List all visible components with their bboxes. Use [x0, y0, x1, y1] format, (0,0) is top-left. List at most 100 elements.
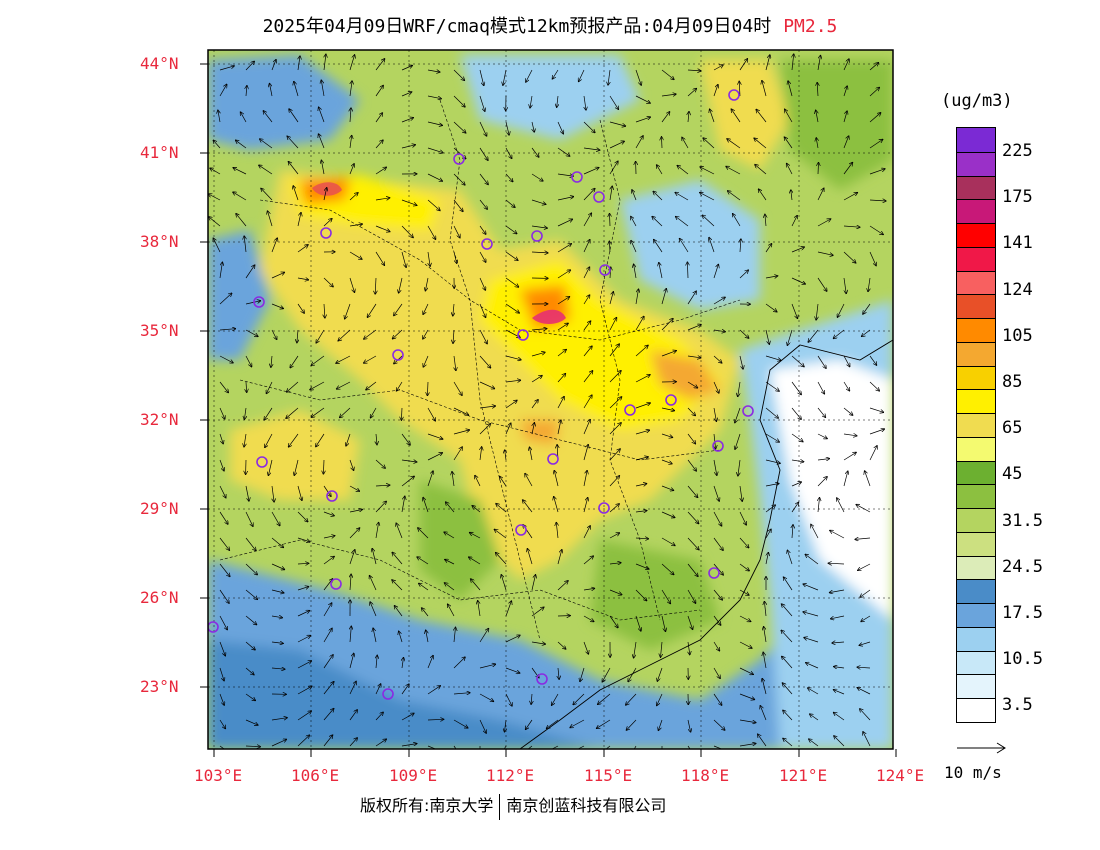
wind-vector — [632, 190, 637, 201]
wind-vector — [525, 474, 533, 487]
wind-vector — [687, 563, 698, 576]
wind-vector — [843, 86, 847, 97]
wind-vector — [843, 434, 857, 436]
colorbar-divider — [957, 175, 995, 177]
colorbar-divider — [957, 246, 995, 248]
wind-vector — [373, 628, 377, 643]
wind-vector — [350, 136, 352, 149]
wind-vector — [735, 407, 741, 423]
wind-vector — [808, 688, 819, 695]
wind-vector — [739, 744, 756, 747]
wind-vector — [573, 693, 585, 705]
wind-vector — [375, 225, 390, 232]
wind-vector — [765, 505, 775, 513]
wind-vector — [213, 140, 221, 149]
wind-vector — [766, 553, 768, 565]
wind-vector — [843, 193, 857, 201]
colorbar-divider — [957, 698, 995, 700]
wind-vector — [479, 277, 485, 290]
wind-vector — [446, 502, 455, 513]
wind-vector — [739, 563, 749, 571]
wind-vector — [346, 433, 351, 446]
wind-vector — [297, 245, 308, 253]
colorbar-segment — [957, 270, 995, 295]
wind-vector — [316, 433, 325, 447]
wind-vector — [244, 236, 246, 253]
wind-vector — [445, 583, 455, 591]
wind-vector — [271, 718, 287, 721]
monitoring-stations — [208, 89, 754, 700]
wind-vector — [583, 526, 590, 539]
wind-vector — [710, 109, 715, 123]
wind-vector — [371, 407, 377, 418]
wind-vector — [233, 168, 247, 175]
wind-vector — [583, 556, 593, 565]
wind-vector — [337, 381, 351, 389]
wind-vector — [288, 162, 299, 175]
wind-vectors — [208, 54, 886, 749]
wind-vector — [480, 447, 482, 461]
wind-vector — [869, 407, 884, 412]
colorbar-label: 3.5 — [1002, 695, 1033, 716]
wind-vector — [817, 433, 827, 439]
wind-vector — [375, 140, 383, 149]
wind-vector — [760, 706, 767, 721]
wind-vector — [635, 563, 649, 569]
wind-vector — [687, 537, 699, 550]
wind-vector — [755, 165, 767, 175]
wind-vector — [531, 400, 538, 409]
wind-vector — [479, 251, 486, 262]
wind-vector — [609, 292, 613, 305]
wind-vector — [454, 627, 456, 643]
wind-vector — [349, 681, 356, 695]
wind-vector — [453, 121, 466, 133]
wind-vector — [863, 732, 871, 747]
station-marker — [599, 264, 611, 276]
station-marker — [593, 191, 605, 203]
wind-vector — [213, 238, 221, 253]
wind-vector — [271, 616, 282, 618]
wind-vector — [350, 81, 352, 97]
wind-vector — [713, 693, 722, 705]
wind-vector — [762, 679, 767, 695]
wind-vector — [765, 529, 771, 539]
wind-vector — [764, 602, 766, 617]
wind-vector — [423, 355, 429, 367]
wind-vector — [557, 270, 570, 279]
wind-vector — [739, 719, 756, 723]
wind-vector — [609, 449, 620, 461]
wind-vector — [865, 471, 871, 487]
wind-vector — [319, 107, 325, 123]
colorbar-segment — [957, 246, 995, 272]
wind-vector — [687, 325, 701, 331]
wind-vector — [453, 381, 462, 395]
wind-vector — [806, 663, 819, 669]
wind-vector — [532, 423, 534, 435]
credit-company: 南京创蓝科技有限公司 — [506, 796, 667, 815]
wind-vector — [610, 214, 611, 227]
wind-vector — [869, 63, 878, 71]
wind-vector — [765, 381, 779, 391]
wind-vector — [349, 251, 362, 259]
wind-vector — [843, 407, 853, 415]
wind-vector — [687, 89, 696, 97]
latitude-label: 32°N — [140, 410, 179, 429]
wind-vector — [270, 84, 273, 97]
wind-vector — [419, 583, 429, 591]
wind-vector — [652, 217, 663, 227]
wind-vector — [609, 161, 618, 175]
wind-vector — [289, 109, 299, 123]
wind-vector — [219, 641, 225, 656]
wind-vector — [496, 504, 507, 513]
wind-vector — [323, 485, 331, 496]
wind-vector — [843, 471, 848, 487]
wind-vector — [584, 95, 586, 110]
wind-vector — [713, 459, 717, 475]
wind-vector — [713, 511, 722, 526]
colorbar-label: 85 — [1002, 372, 1023, 392]
graticule — [208, 50, 893, 749]
wind-vector — [527, 549, 533, 565]
wind-vector — [662, 137, 663, 149]
wind-vector — [635, 289, 639, 305]
colorbar-segment — [957, 484, 995, 509]
